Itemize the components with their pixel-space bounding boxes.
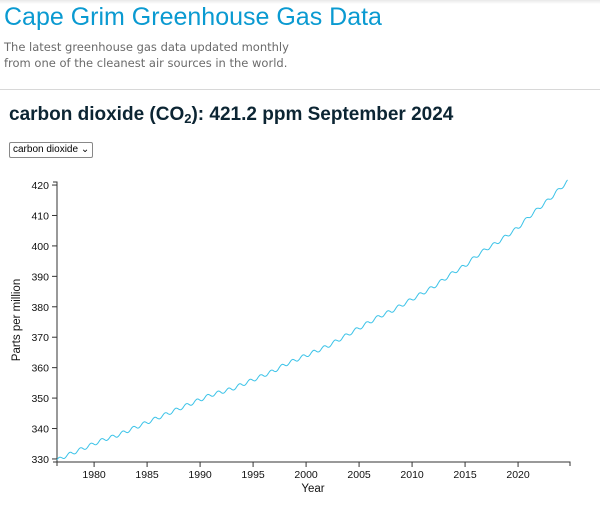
page-subtitle: The latest greenhouse gas data updated m… — [4, 39, 289, 71]
y-tick-label: 380 — [31, 302, 49, 314]
y-tick-label: 340 — [31, 424, 49, 436]
y-tick-label: 410 — [31, 210, 49, 222]
x-tick-label: 2000 — [294, 469, 318, 481]
y-tick-label: 330 — [31, 454, 49, 466]
y-axis-label: Parts per million — [11, 279, 23, 361]
formula-subscript: 2 — [184, 111, 192, 126]
top-shadow — [0, 0, 600, 4]
gas-select-value: carbon dioxide — [13, 144, 79, 155]
y-axis-line — [53, 181, 58, 463]
x-tick-label: 1980 — [82, 469, 106, 481]
x-tick-label: 2015 — [453, 469, 477, 481]
divider — [0, 89, 600, 90]
gas-name: carbon dioxide (CO — [9, 104, 185, 125]
subtitle-line-1: The latest greenhouse gas data updated m… — [4, 40, 289, 54]
reading-value: ): 421.2 ppm September 2024 — [191, 104, 454, 125]
x-tick-label: 1990 — [188, 469, 212, 481]
x-tick-label: 2010 — [400, 469, 424, 481]
y-tick-label: 400 — [31, 241, 49, 253]
latest-reading-heading: carbon dioxide (CO2): 421.2 ppm Septembe… — [9, 104, 453, 126]
y-tick-label: 370 — [31, 332, 49, 344]
y-tick-label: 350 — [31, 393, 49, 405]
y-tick-label: 360 — [31, 363, 49, 375]
page-title: Cape Grim Greenhouse Gas Data — [4, 3, 382, 31]
x-axis-line — [56, 461, 571, 466]
x-axis-label: Year — [301, 483, 324, 495]
subtitle-line-2: from one of the cleanest air sources in … — [4, 56, 288, 70]
y-tick-label: 420 — [31, 180, 49, 192]
x-tick-label: 1995 — [241, 469, 265, 481]
y-tick-label: 390 — [31, 271, 49, 283]
chevron-down-icon: ⌄ — [80, 144, 90, 155]
co2-series-line — [56, 179, 568, 461]
x-tick-label: 1985 — [135, 469, 159, 481]
gas-select[interactable]: carbon dioxide ⌄ — [9, 142, 94, 158]
x-tick-label: 2005 — [347, 469, 371, 481]
x-tick-label: 2020 — [506, 469, 530, 481]
